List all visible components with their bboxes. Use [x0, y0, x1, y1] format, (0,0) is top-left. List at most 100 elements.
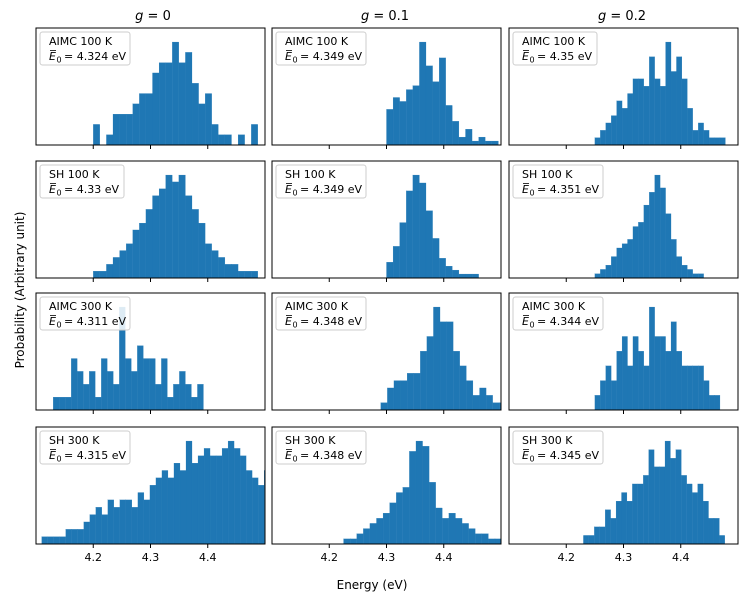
- histogram-bar: [660, 336, 666, 410]
- histogram-bar: [692, 365, 699, 410]
- histogram-bar: [708, 137, 715, 145]
- histogram-bar: [692, 492, 698, 544]
- histogram-bar: [392, 97, 400, 145]
- histogram-bar: [409, 451, 417, 544]
- histogram-bar: [288, 507, 294, 544]
- histogram-bar: [610, 518, 617, 544]
- histogram-bar: [703, 380, 710, 410]
- e0-subscript: 0: [57, 189, 62, 198]
- histogram-bar: [382, 513, 390, 544]
- panel-r0c1-bars: [386, 41, 499, 145]
- e0-symbol: E: [49, 449, 56, 462]
- panel-r3c1-bars: [343, 440, 501, 544]
- histogram-bar: [605, 122, 612, 145]
- histogram-bar: [179, 470, 187, 544]
- histogram-bar: [643, 365, 650, 410]
- histogram-bar: [107, 499, 114, 544]
- histogram-bar: [422, 446, 430, 544]
- histogram-bar: [692, 130, 699, 145]
- histogram-bar: [376, 518, 384, 544]
- legend-title: SH 300 K: [285, 434, 336, 447]
- histogram-bar: [627, 93, 634, 145]
- legend-energy-value: = 4.348 eV: [300, 449, 362, 462]
- legend-energy: E 0 = 4.349 eV: [285, 50, 362, 65]
- histogram-bar: [594, 137, 601, 145]
- histogram-bar: [282, 500, 288, 544]
- panel-r2c2-legend: AIMC 300 K E 0 = 4.344 eV: [512, 296, 604, 331]
- histogram-bar: [419, 182, 427, 278]
- panel-r2c1-bars: [380, 306, 501, 410]
- histogram-bar: [211, 124, 219, 145]
- panel-r3c1: 4.2 4.3 4.4 SH 300 K E 0 = 4.348 eV: [271, 426, 502, 564]
- histogram-bar: [233, 448, 241, 544]
- histogram-bar: [112, 114, 120, 145]
- histogram-bar: [173, 462, 181, 544]
- histogram-bar: [324, 529, 330, 544]
- histogram-bar: [491, 140, 499, 145]
- histogram-bar: [702, 500, 709, 544]
- e0-symbol: E: [285, 315, 292, 328]
- histogram-bar: [152, 195, 160, 278]
- histogram-bar: [698, 273, 704, 278]
- legend-title: SH 100 K: [49, 168, 100, 181]
- x-tick-label: 4.3: [142, 551, 160, 564]
- panel-r0c0: AIMC 100 K E 0 = 4.324 eV: [35, 27, 266, 149]
- e0-subscript: 0: [530, 189, 535, 198]
- histogram-bar: [231, 264, 239, 278]
- column-title-0-g: g: [135, 9, 143, 24]
- histogram-bar: [246, 470, 253, 544]
- histogram-bar: [191, 209, 199, 278]
- legend-energy: E 0 = 4.311 eV: [49, 315, 126, 330]
- histogram-bar: [594, 395, 601, 410]
- histogram-bar: [71, 358, 78, 410]
- histogram-bar: [637, 483, 644, 544]
- histogram-bar: [479, 387, 487, 410]
- histogram-bar: [594, 273, 601, 278]
- histogram-bar: [429, 482, 436, 544]
- histogram-bar: [439, 321, 447, 410]
- histogram-bar: [83, 384, 90, 410]
- panel-r3c0: 4.2 4.3 4.4SH 300 KE 0 = 4.315 eV: [35, 426, 330, 564]
- histogram-bar: [386, 262, 394, 278]
- legend-box: [39, 430, 131, 465]
- histogram-bar: [448, 513, 456, 544]
- histogram-bar: [708, 395, 715, 410]
- histogram-bar: [439, 57, 446, 145]
- e0-subscript: 0: [293, 56, 298, 65]
- histogram-bar: [433, 306, 441, 410]
- histogram-bar: [95, 507, 102, 544]
- histogram-bar: [173, 384, 180, 410]
- panel-r3c0-bars: [41, 440, 330, 544]
- histogram-bar: [458, 136, 466, 145]
- histogram-bar: [698, 365, 704, 410]
- histogram-bar: [621, 243, 628, 278]
- histogram-bar: [161, 358, 168, 410]
- histogram-bar: [481, 533, 489, 544]
- histogram-bar: [185, 440, 193, 544]
- histogram-bar: [59, 536, 66, 544]
- histogram-bar: [399, 101, 407, 145]
- histogram-bar: [167, 477, 175, 544]
- histogram-bar: [425, 65, 433, 145]
- e0-subscript: 0: [57, 321, 62, 330]
- histogram-bar: [676, 351, 683, 410]
- legend-title: SH 100 K: [285, 168, 336, 181]
- legend-energy: E 0 = 4.33 eV: [49, 183, 119, 198]
- legend-energy: E 0 = 4.349 eV: [285, 183, 362, 198]
- histogram-bar: [681, 78, 688, 145]
- legend-energy: E 0 = 4.315 eV: [49, 449, 126, 464]
- histogram-bar: [161, 470, 169, 544]
- panel-r2c1: AIMC 300 K E 0 = 4.348 eV: [271, 292, 502, 414]
- histogram-bar: [719, 535, 725, 544]
- panel-r1c2: SH 100 K E 0 = 4.351 eV: [508, 160, 739, 282]
- legend-title: AIMC 100 K: [522, 35, 586, 48]
- e0-symbol: E: [285, 449, 292, 462]
- histogram-bar: [461, 523, 469, 544]
- histogram-bar: [350, 538, 357, 544]
- histogram-bar: [392, 246, 400, 278]
- histogram-bar: [125, 358, 132, 410]
- histogram-bar: [237, 134, 245, 145]
- histogram-bar: [419, 41, 427, 145]
